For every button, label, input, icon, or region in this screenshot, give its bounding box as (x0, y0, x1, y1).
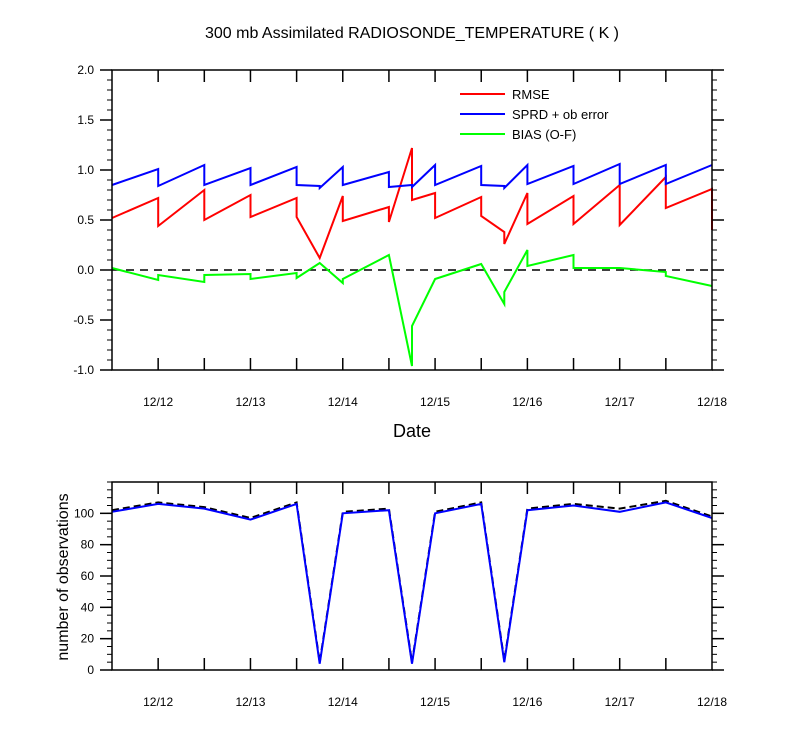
x-tick-label: 12/13 (235, 695, 265, 709)
x-tick-label: 12/13 (235, 395, 265, 409)
x-tick-label: 12/17 (605, 695, 635, 709)
x-tick-label: 12/12 (143, 395, 173, 409)
bottom-plot-frame (111, 481, 713, 671)
y-tick-label: 60 (81, 569, 95, 583)
x-tick-label: 12/14 (328, 695, 358, 709)
chart-title: 300 mb Assimilated RADIOSONDE_TEMPERATUR… (205, 25, 619, 42)
bottom-series-group (111, 499, 713, 664)
x-tick-label: 12/16 (512, 695, 542, 709)
y-tick-label: 40 (81, 600, 95, 614)
legend-label: RMSE (512, 87, 550, 102)
y-tick-label: -0.5 (73, 313, 94, 327)
y-tick-label: 20 (81, 632, 95, 646)
series-line-rmse (111, 147, 713, 261)
series-line-sprd-ob-error (111, 162, 713, 191)
x-tick-label: 12/16 (512, 395, 542, 409)
legend-label: SPRD + ob error (512, 107, 609, 122)
y-tick-label: 0.5 (77, 213, 94, 227)
y-tick-label: 0 (87, 663, 94, 677)
x-tick-label: 12/15 (420, 695, 450, 709)
y-tick-label: 0.0 (77, 263, 94, 277)
bottom-panel: 12/12 12/13 12/14 12/15 12/16 12/17 12/18 0 20 40… (74, 481, 727, 709)
x-tick-label: 12/18 (697, 695, 727, 709)
top-axis-ticks: 12/12 12/13 12/14 12/15 12/16 12/17 12/18 2.0 1.… (73, 63, 727, 409)
x-tick-label: 12/17 (605, 395, 635, 409)
y-axis-label-observations: number of observations (55, 493, 72, 660)
y-tick-label: 80 (81, 538, 95, 552)
top-series-group (111, 147, 713, 367)
y-tick-label: 2.0 (77, 63, 94, 77)
x-tick-label: 12/18 (697, 395, 727, 409)
y-tick-label: -1.0 (73, 363, 94, 377)
y-tick-label: 100 (74, 506, 94, 520)
series-line-bias-o-f (111, 249, 713, 367)
top-panel: 12/12 12/13 12/14 12/15 12/16 12/17 12/18 2.0 1.… (73, 63, 727, 409)
x-axis-label: Date (393, 421, 431, 441)
series-line-possible-observations (111, 499, 713, 663)
y-tick-label: 1.0 (77, 163, 94, 177)
series-line-assimilated-observations (111, 501, 713, 664)
legend: RMSE SPRD + ob error BIAS (O-F) (460, 87, 609, 142)
x-tick-label: 12/14 (328, 395, 358, 409)
x-tick-label: 12/12 (143, 695, 173, 709)
bottom-axis-ticks: 12/12 12/13 12/14 12/15 12/16 12/17 12/18 0 20 40… (74, 481, 727, 709)
y-tick-label: 1.5 (77, 113, 94, 127)
legend-label: BIAS (O-F) (512, 127, 576, 142)
x-tick-label: 12/15 (420, 395, 450, 409)
